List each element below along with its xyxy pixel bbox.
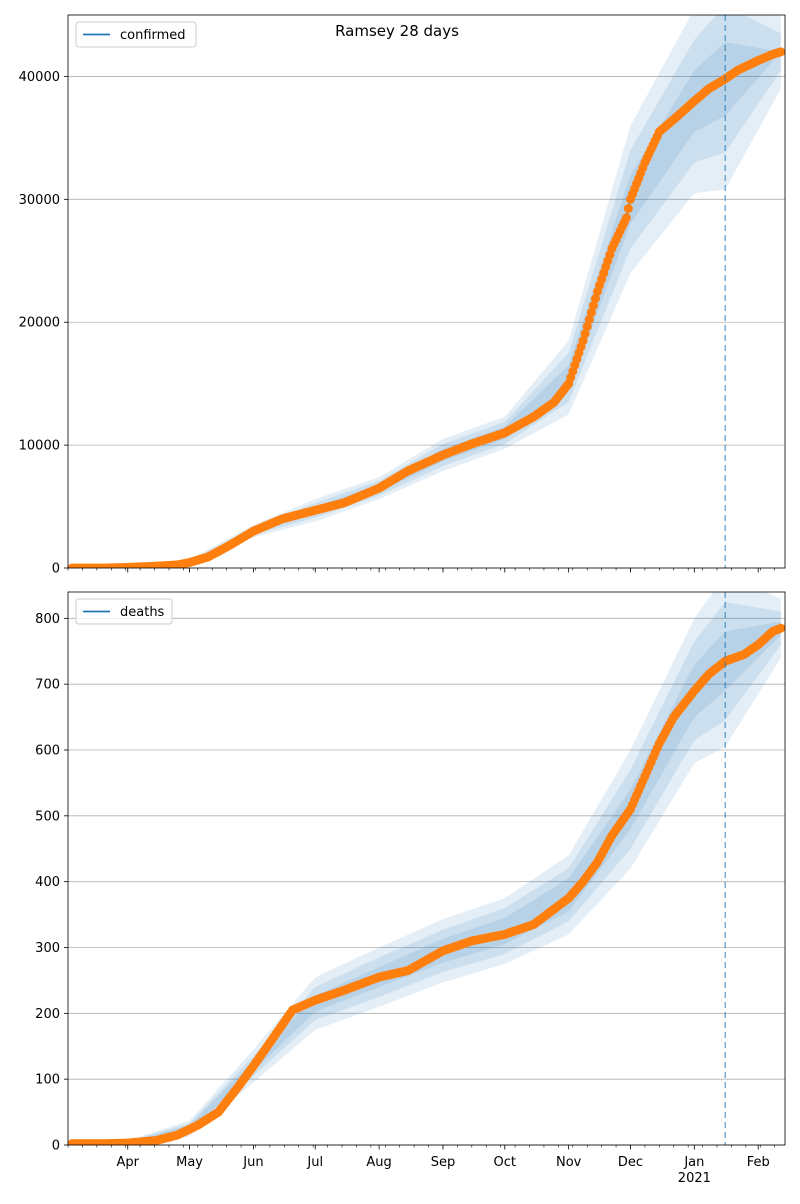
- legend-box: [75, 598, 173, 625]
- x-tick-label: Oct: [494, 1155, 516, 1170]
- data-point: [588, 301, 598, 311]
- x-tick-label: Jan: [683, 1155, 704, 1170]
- y-tick-label: 800: [35, 612, 60, 627]
- data-point: [623, 204, 633, 214]
- legend: confirmed: [75, 21, 197, 48]
- plot-frame: [67, 14, 786, 569]
- chart-panel-top: 0 10000 20000 30000 40000 confirmed: [19, 14, 786, 577]
- y-tick-label: 0: [52, 562, 60, 577]
- uncertainty-band: [127, 15, 781, 568]
- y-tick-label: 300: [35, 941, 60, 956]
- y-tick-label: 40000: [19, 70, 60, 85]
- data-point: [590, 294, 600, 304]
- y-tick-label: 400: [35, 875, 60, 890]
- data-point: [580, 329, 590, 339]
- x-tick-label: May: [176, 1155, 203, 1170]
- data-point: [776, 623, 785, 633]
- y-tick-label: 10000: [19, 439, 60, 454]
- uncertainty-band: [127, 592, 781, 1145]
- x-tick-label: Dec: [618, 1155, 643, 1170]
- x-tick-label: Feb: [747, 1155, 770, 1170]
- data-point: [582, 322, 592, 332]
- x-tick-label: Apr: [117, 1155, 140, 1170]
- legend-label: deaths: [120, 605, 165, 620]
- chart-panel-bottom: 0 100 200 300 400 500 600 700 800 deaths: [35, 591, 786, 1154]
- y-tick-label: 30000: [19, 193, 60, 208]
- x-tick-label: Sep: [431, 1155, 456, 1170]
- y-tick-label: 700: [35, 678, 60, 693]
- legend-label: confirmed: [120, 28, 186, 43]
- y-tick-label: 200: [35, 1007, 60, 1022]
- legend: deaths: [75, 598, 173, 625]
- data-point: [584, 315, 594, 325]
- data-point: [578, 336, 588, 346]
- uncertainty-band: [127, 601, 781, 1145]
- plot-area: [68, 15, 785, 568]
- x-tick-label: Jun: [242, 1155, 263, 1170]
- data-point: [586, 308, 596, 318]
- y-tick-label: 500: [35, 809, 60, 824]
- x-year-label: 2021: [678, 1171, 711, 1186]
- figure-title: Ramsey 28 days: [335, 22, 459, 40]
- x-tick-label: Aug: [366, 1155, 391, 1170]
- data-point: [621, 213, 631, 223]
- x-tick-label: Nov: [556, 1155, 582, 1170]
- uncertainty-band: [127, 42, 781, 568]
- plot-frame: [67, 591, 786, 1146]
- x-tick-label: Jul: [306, 1155, 323, 1170]
- plot-area: [68, 592, 785, 1145]
- y-tick-label: 20000: [19, 316, 60, 331]
- y-tick-label: 0: [52, 1139, 60, 1154]
- y-tick-label: 600: [35, 744, 60, 759]
- uncertainty-band: [127, 15, 781, 568]
- data-point: [776, 47, 785, 57]
- y-tick-label: 100: [35, 1073, 60, 1088]
- legend-box: [75, 21, 197, 48]
